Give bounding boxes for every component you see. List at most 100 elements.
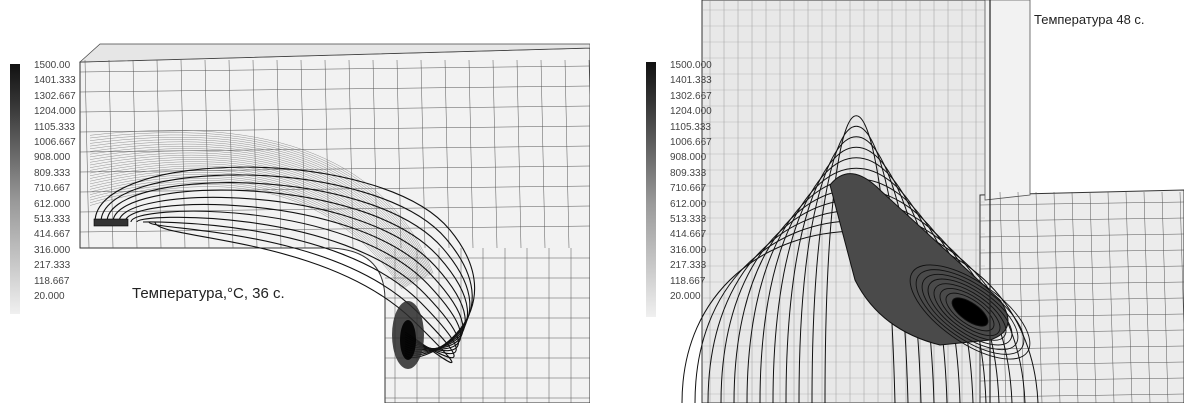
mesh-line bbox=[276, 59, 282, 249]
legend-level: 20.000 bbox=[670, 291, 701, 303]
left-panel: 1500.00 1401.333 1302.667 1204.000 1105.333 1… bbox=[0, 0, 590, 403]
mesh-line bbox=[79, 145, 590, 153]
mesh-line bbox=[1125, 191, 1133, 403]
mesh-line bbox=[1071, 191, 1079, 403]
legend-level: 710.667 bbox=[670, 183, 707, 195]
fine-mesh-line bbox=[89, 182, 405, 288]
fine-mesh-line bbox=[89, 134, 431, 275]
mesh-line bbox=[979, 297, 1184, 302]
weld-start-mark bbox=[93, 218, 129, 227]
mesh-line bbox=[108, 59, 114, 249]
mesh-line bbox=[79, 205, 590, 213]
isoline bbox=[909, 264, 1031, 360]
legend-level: 513.333 bbox=[670, 214, 707, 226]
legend-level: 1401.333 bbox=[670, 75, 712, 87]
back-wall bbox=[984, 0, 1031, 201]
mesh-line bbox=[999, 191, 1007, 403]
legend-level: 1006.667 bbox=[670, 137, 712, 149]
legend-level: 1302.667 bbox=[670, 90, 712, 102]
mesh-line bbox=[540, 59, 546, 249]
mesh-line bbox=[324, 59, 330, 249]
fine-mesh-line bbox=[89, 132, 433, 275]
legend-level: 809.333 bbox=[670, 167, 707, 179]
mesh-line bbox=[79, 225, 590, 233]
legend-level: 1105.333 bbox=[34, 121, 75, 133]
temperature-legend: 1500.000 1401.333 1302.667 1204.000 1105.333… bbox=[670, 58, 712, 305]
isolines bbox=[94, 166, 476, 364]
fine-mesh-line bbox=[89, 178, 407, 287]
fine-mesh-line bbox=[89, 137, 430, 276]
mesh-line bbox=[420, 59, 426, 249]
mesh-line bbox=[979, 265, 1184, 270]
mesh-line bbox=[444, 59, 450, 249]
mesh-line bbox=[516, 59, 522, 249]
fine-mesh-line bbox=[89, 130, 434, 274]
fine-mesh-line bbox=[89, 155, 421, 281]
mesh-line bbox=[1161, 191, 1169, 403]
legend-level: 118.667 bbox=[34, 275, 70, 287]
legend-level: 414.667 bbox=[34, 229, 71, 241]
plate-body bbox=[79, 47, 590, 403]
coarse-mesh bbox=[79, 59, 590, 403]
fine-mesh-line bbox=[89, 141, 428, 277]
legend-level: 217.333 bbox=[34, 260, 71, 272]
right-panel: 1500.000 1401.333 1302.667 1204.000 1105.333… bbox=[640, 0, 1184, 403]
legend-level: 908.000 bbox=[34, 152, 71, 164]
mesh-line bbox=[348, 59, 354, 249]
mesh-line bbox=[979, 345, 1184, 350]
fine-mesh-line bbox=[89, 157, 419, 281]
mesh-line bbox=[492, 59, 498, 249]
mesh-line bbox=[979, 233, 1184, 238]
isoline bbox=[933, 283, 1007, 341]
fine-mesh-line bbox=[89, 150, 423, 279]
isoline bbox=[124, 203, 464, 350]
legend-level: 217.333 bbox=[670, 260, 707, 272]
mesh-line bbox=[79, 125, 590, 133]
mesh-line bbox=[979, 377, 1184, 382]
mesh-line bbox=[588, 59, 590, 119]
legend-level: 1204.000 bbox=[670, 106, 712, 118]
legend-color-bar bbox=[10, 64, 20, 314]
mesh-line bbox=[79, 165, 590, 173]
isoline bbox=[951, 297, 989, 327]
bead-isolines bbox=[909, 264, 1031, 360]
legend-level: 710.667 bbox=[34, 183, 71, 195]
fine-mesh-line bbox=[89, 176, 409, 287]
fine-mesh-line bbox=[89, 139, 429, 276]
temperature-field-36s bbox=[79, 43, 590, 403]
caption-temperature-48s: Температура 48 с. bbox=[1034, 12, 1145, 27]
legend-level: 1006.667 bbox=[34, 137, 76, 149]
mesh-line bbox=[1053, 191, 1061, 403]
mesh-line bbox=[564, 59, 570, 249]
temperature-legend: 1500.00 1401.333 1302.667 1204.000 1105.333 1… bbox=[34, 58, 76, 305]
legend-level: 118.667 bbox=[670, 275, 706, 287]
mesh-line bbox=[180, 59, 186, 249]
fine-mesh-line bbox=[89, 172, 411, 285]
fine-mesh-line bbox=[89, 169, 412, 285]
mesh-line bbox=[979, 281, 1184, 286]
mesh-line bbox=[204, 59, 210, 249]
fine-mesh-line bbox=[89, 146, 425, 278]
temperature-field-48s bbox=[640, 0, 1184, 403]
isoline bbox=[921, 273, 1019, 351]
fine-mesh-line bbox=[89, 143, 427, 278]
mesh-line bbox=[1035, 191, 1043, 403]
mesh-line bbox=[979, 217, 1184, 222]
isoline bbox=[939, 288, 1001, 336]
fine-mesh-line bbox=[89, 167, 413, 284]
mesh-line bbox=[979, 329, 1184, 334]
hot-core bbox=[400, 320, 416, 360]
fine-mesh-line bbox=[89, 159, 418, 282]
mesh-line bbox=[468, 59, 474, 249]
legend-level: 1500.00 bbox=[34, 60, 71, 71]
legend-level: 612.000 bbox=[34, 198, 71, 210]
isoline bbox=[915, 269, 1025, 355]
mesh-line bbox=[79, 85, 590, 93]
legend-level: 1500.000 bbox=[670, 60, 712, 71]
legend-level: 1204.000 bbox=[34, 106, 76, 118]
isoline bbox=[945, 292, 995, 332]
isoline bbox=[927, 278, 1013, 346]
caption-temperature-36s: Температура,°C, 36 с. bbox=[130, 285, 287, 302]
legend-level: 20.000 bbox=[34, 291, 65, 303]
mesh-line bbox=[979, 249, 1184, 254]
